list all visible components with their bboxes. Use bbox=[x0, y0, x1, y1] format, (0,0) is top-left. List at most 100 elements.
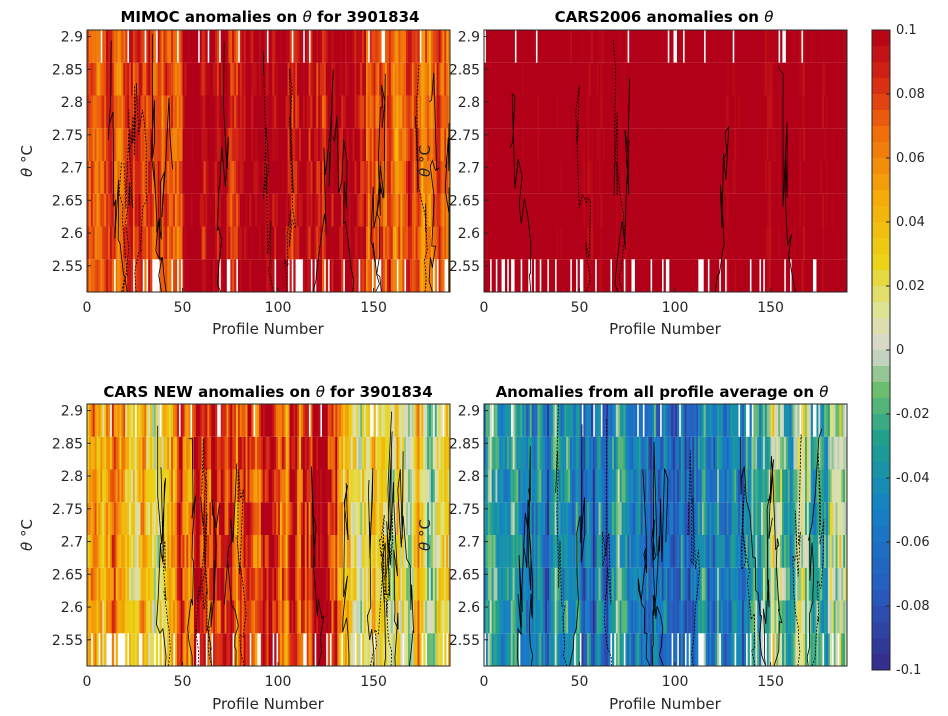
heatmap-cell bbox=[354, 226, 357, 260]
heatmap-cell bbox=[415, 62, 418, 96]
heatmap-cell bbox=[671, 128, 674, 161]
heatmap-cell bbox=[577, 469, 580, 503]
heatmap-cell bbox=[377, 404, 380, 437]
heatmap-cell bbox=[348, 567, 351, 601]
heatmap-cell bbox=[491, 259, 494, 292]
heatmap-cell bbox=[352, 161, 355, 194]
heatmap-cell bbox=[590, 436, 594, 470]
heatmap-cell bbox=[325, 535, 329, 568]
heatmap-cell bbox=[547, 535, 550, 568]
heatmap-cell bbox=[205, 436, 208, 470]
heatmap-cell bbox=[659, 193, 663, 227]
heatmap-cell bbox=[171, 193, 174, 227]
heatmap-cell bbox=[583, 436, 586, 470]
heatmap-cell bbox=[694, 30, 697, 63]
heatmap-cell bbox=[172, 436, 176, 470]
heatmap-cell bbox=[841, 30, 844, 63]
heatmap-cell bbox=[184, 226, 187, 260]
heatmap-cell bbox=[631, 128, 634, 161]
heatmap-cell bbox=[394, 469, 397, 503]
heatmap-cell bbox=[568, 436, 571, 470]
heatmap-cell bbox=[820, 226, 823, 260]
heatmap-cell bbox=[258, 404, 262, 437]
heatmap-cell bbox=[159, 633, 162, 666]
heatmap-cell bbox=[787, 95, 791, 129]
heatmap-cell bbox=[583, 633, 586, 666]
heatmap-cell bbox=[568, 193, 571, 227]
heatmap-cell bbox=[566, 469, 569, 503]
heatmap-cell bbox=[375, 600, 378, 634]
y-tick-label: 2.55 bbox=[52, 259, 83, 275]
heatmap-cell bbox=[816, 259, 819, 292]
heatmap-cell bbox=[485, 62, 489, 96]
heatmap-cell bbox=[90, 95, 94, 129]
heatmap-cell bbox=[585, 30, 588, 63]
heatmap-cell bbox=[327, 95, 330, 129]
heatmap-cell bbox=[310, 193, 313, 227]
heatmap-cell bbox=[585, 161, 588, 194]
heatmap-cell bbox=[680, 259, 684, 292]
heatmap-cell bbox=[495, 30, 498, 63]
heatmap-cell bbox=[287, 62, 290, 96]
heatmap-cell bbox=[264, 193, 267, 227]
heatmap-cell bbox=[571, 259, 575, 292]
heatmap-cell bbox=[87, 600, 90, 634]
heatmap-cell bbox=[690, 193, 693, 227]
heatmap-cell bbox=[518, 535, 521, 568]
heatmap-cell bbox=[423, 30, 426, 63]
heatmap-cell bbox=[113, 193, 117, 227]
heatmap-cell bbox=[619, 161, 622, 194]
heatmap-cell bbox=[428, 30, 432, 63]
heatmap-cell bbox=[406, 567, 409, 601]
heatmap-cell bbox=[537, 161, 540, 194]
heatmap-cell bbox=[331, 259, 334, 292]
heatmap-cell bbox=[413, 567, 416, 601]
heatmap-cell bbox=[92, 535, 95, 568]
heatmap-cell bbox=[841, 193, 844, 227]
heatmap-cell bbox=[192, 128, 195, 161]
heatmap-cell bbox=[201, 469, 204, 503]
heatmap-cell bbox=[598, 226, 601, 260]
heatmap-cell bbox=[556, 633, 559, 666]
heatmap-cell bbox=[169, 95, 172, 129]
heatmap-cell bbox=[155, 62, 159, 96]
heatmap-cell bbox=[331, 469, 334, 503]
heatmap-cell bbox=[327, 633, 330, 666]
heatmap-cell bbox=[604, 128, 607, 161]
heatmap-cell bbox=[411, 404, 415, 437]
heatmap-cell bbox=[402, 30, 405, 63]
heatmap-cell bbox=[87, 404, 90, 437]
heatmap-cell bbox=[489, 30, 492, 63]
heatmap-cell bbox=[274, 226, 277, 260]
heatmap-cell bbox=[195, 95, 199, 129]
heatmap-cell bbox=[545, 95, 548, 129]
heatmap-cell bbox=[442, 600, 445, 634]
heatmap-cell bbox=[413, 259, 416, 292]
heatmap-cell bbox=[341, 600, 344, 634]
heatmap-cell bbox=[186, 469, 189, 503]
heatmap-cell bbox=[207, 600, 210, 634]
heatmap-cell bbox=[195, 226, 199, 260]
heatmap-cell bbox=[787, 161, 791, 194]
heatmap-cell bbox=[415, 469, 418, 503]
heatmap-cell bbox=[383, 95, 386, 129]
heatmap-cell bbox=[644, 226, 647, 260]
heatmap-cell bbox=[531, 567, 535, 601]
heatmap-cell bbox=[726, 62, 729, 96]
heatmap-cell bbox=[148, 633, 151, 666]
heatmap-cell bbox=[404, 436, 407, 470]
heatmap-cell bbox=[150, 128, 153, 161]
heatmap-cell bbox=[142, 567, 145, 601]
heatmap-cell bbox=[814, 193, 817, 227]
heatmap-cell bbox=[150, 469, 153, 503]
heatmap-cell bbox=[440, 600, 443, 634]
heatmap-cell bbox=[222, 128, 225, 161]
heatmap-cell bbox=[392, 436, 395, 470]
heatmap-cell bbox=[92, 600, 95, 634]
heatmap-cell bbox=[184, 436, 187, 470]
heatmap-cell bbox=[367, 535, 371, 568]
heatmap-cell bbox=[195, 436, 199, 470]
heatmap-cell bbox=[197, 161, 201, 194]
heatmap-cell bbox=[718, 161, 722, 194]
heatmap-cell bbox=[843, 226, 846, 260]
